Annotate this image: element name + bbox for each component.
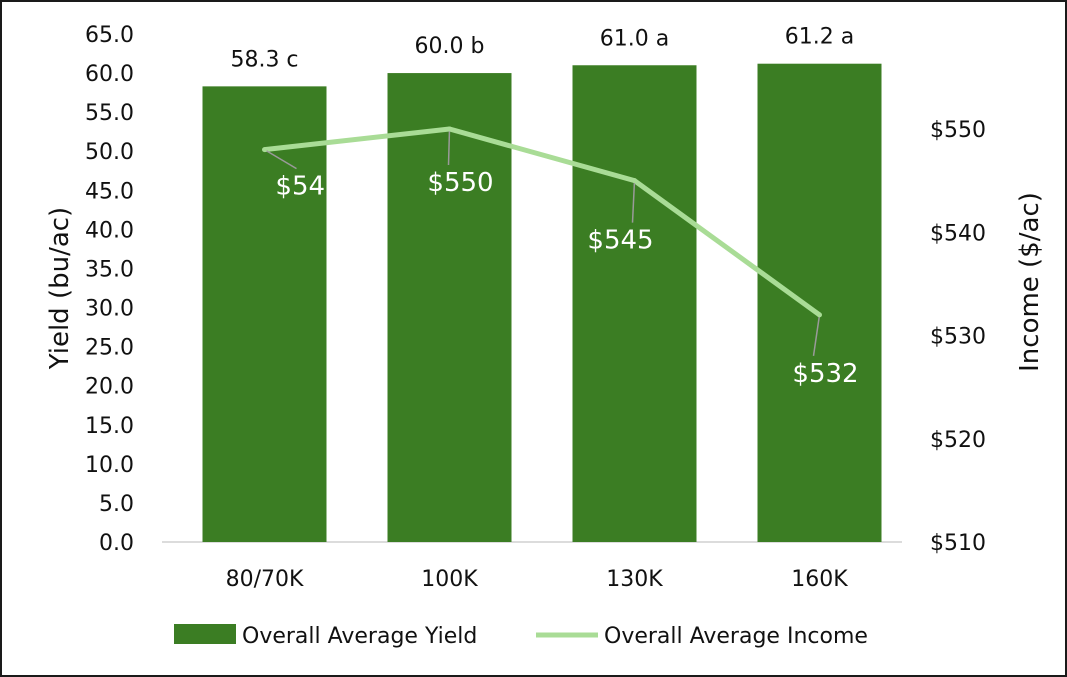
income-data-label: $545 — [587, 226, 653, 256]
yield-bar-label: 60.0 b — [415, 34, 485, 59]
y-left-tick-label: 60.0 — [85, 62, 134, 87]
y-left-tick-label: 15.0 — [85, 414, 134, 439]
yield-bar — [202, 86, 327, 543]
legend-label-income: Overall Average Income — [604, 624, 868, 649]
y-left-tick-label: 30.0 — [85, 297, 134, 322]
y-right-tick-label: $510 — [930, 531, 986, 556]
y-left-tick-label: 55.0 — [85, 101, 134, 126]
y-left-tick-label: 0.0 — [99, 531, 134, 556]
legend-swatch-yield — [174, 624, 236, 644]
yield-bar — [757, 63, 882, 543]
y-left-tick-label: 45.0 — [85, 179, 134, 204]
y-right-axis-title: Income ($/ac) — [1015, 192, 1045, 372]
yield-bar-label: 61.2 a — [785, 25, 854, 50]
yield-bar-label: 61.0 a — [600, 26, 669, 51]
y-right-tick-label: $530 — [930, 325, 986, 350]
yield-bar-label: 58.3 c — [230, 47, 298, 72]
income-leader-line — [812, 314, 821, 356]
income-line — [264, 126, 821, 317]
income-data-label: $550 — [427, 168, 493, 198]
y-left-tick-label: 10.0 — [85, 453, 134, 478]
y-left-tick-label: 65.0 — [85, 23, 134, 48]
income-point — [262, 147, 267, 153]
y-left-tick-label: 5.0 — [99, 492, 134, 517]
yield-bar — [572, 65, 697, 542]
income-point — [632, 178, 637, 184]
income-leader-line — [631, 180, 636, 223]
income-leader-line — [264, 149, 297, 170]
income-leader-line — [447, 128, 451, 166]
y-right-tick-label: $540 — [930, 221, 986, 246]
income-data-label: $532 — [792, 359, 858, 389]
x-category-label: 80/70K — [226, 567, 304, 592]
x-category-label: 130K — [606, 567, 663, 592]
y-left-tick-label: 40.0 — [85, 218, 134, 243]
y-left-tick-label: 25.0 — [85, 336, 134, 361]
y-left-tick-label: 35.0 — [85, 257, 134, 282]
x-category-label: 160K — [791, 567, 848, 592]
income-point — [817, 312, 822, 318]
y-right-tick-label: $520 — [930, 428, 986, 453]
x-category-label: 100K — [421, 567, 478, 592]
legend-label-yield: Overall Average Yield — [242, 624, 477, 649]
y-right-tick-label: $550 — [930, 118, 986, 143]
y-left-axis-title: Yield (bu/ac) — [45, 207, 75, 370]
income-point — [447, 126, 452, 132]
y-left-tick-label: 20.0 — [85, 375, 134, 400]
income-data-label: $548 — [275, 172, 341, 202]
y-left-tick-label: 50.0 — [85, 140, 134, 165]
